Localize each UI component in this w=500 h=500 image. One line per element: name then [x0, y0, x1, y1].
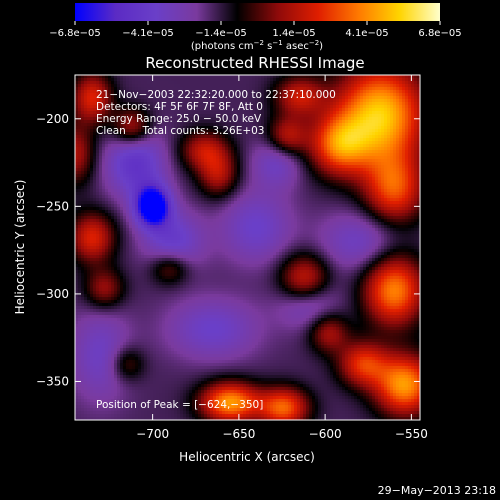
colorbar-tick-label: −6.8e−05	[49, 28, 101, 39]
colorbar-tick-label: −1.4e−05	[195, 28, 247, 39]
x-tick-label: −700	[136, 427, 169, 441]
x-tick-label: −550	[395, 427, 428, 441]
axis-ticks: −700 −650 −600 −550 −200 −250 −300 −350	[36, 75, 428, 441]
y-axis-label: Heliocentric Y (arcsec)	[13, 180, 27, 315]
colorbar-units: (photons cm−2 s−1 asec−2)	[191, 39, 323, 52]
colorbar-tick-label: 1.4e−05	[272, 28, 315, 39]
heatmap-image	[75, 75, 420, 420]
y-tick-label: −250	[36, 199, 69, 213]
annotation-detectors: Detectors: 4F 5F 6F 7F 8F, Att 0	[96, 101, 263, 113]
x-tick-label: −600	[309, 427, 342, 441]
chart-title: Reconstructed RHESSI Image	[145, 54, 364, 72]
plot-frame	[74, 74, 421, 421]
colorbar	[75, 3, 440, 21]
x-tick-label: −650	[222, 427, 255, 441]
annotation-block: 21−Nov−2003 22:32:20.000 to 22:37:10.000…	[96, 89, 336, 137]
annotation-time: 21−Nov−2003 22:32:20.000 to 22:37:10.000	[96, 89, 336, 101]
annotation-clean: Clean Total counts: 3.26E+03	[96, 125, 265, 137]
colorbar-tick-label: 4.1e−05	[345, 28, 388, 39]
y-tick-label: −200	[36, 112, 69, 126]
x-axis-label: Heliocentric X (arcsec)	[179, 450, 315, 464]
peak-position-label: Position of Peak = [−624,−350]	[96, 399, 263, 411]
y-tick-label: −350	[36, 374, 69, 388]
colorbar-tick-label: 6.8e−05	[418, 28, 461, 39]
y-tick-label: −300	[36, 287, 69, 301]
colorbar-tick-label: −4.1e−05	[122, 28, 174, 39]
colorbar-ticks: −6.8e−05 −4.1e−05 −1.4e−05 1.4e−05 4.1e−05 6.…	[49, 21, 462, 39]
annotation-energy: Energy Range: 25.0 − 50.0 keV	[96, 113, 262, 125]
timestamp: 29−May−2013 23:18	[378, 484, 496, 497]
